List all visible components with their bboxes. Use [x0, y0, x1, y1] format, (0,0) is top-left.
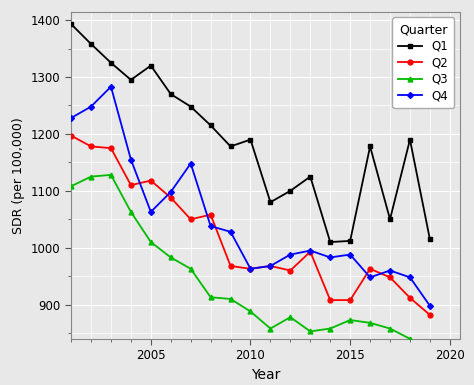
Q3: [148, 240, 154, 244]
Q3: [328, 326, 333, 331]
Q1: [228, 144, 233, 149]
Q3: [168, 255, 173, 260]
Q1: [347, 239, 353, 243]
Q3: [407, 336, 413, 341]
Q1: [247, 137, 253, 142]
Q2: [407, 296, 413, 300]
Q4: [407, 275, 413, 280]
Q4: [268, 264, 273, 268]
Q4: [148, 209, 154, 214]
Q3: [347, 318, 353, 322]
Q1: [407, 137, 413, 142]
Q3: [128, 209, 134, 214]
Q4: [228, 229, 233, 234]
Q2: [247, 266, 253, 271]
Q2: [88, 144, 94, 149]
Q4: [427, 303, 433, 308]
Q4: [88, 104, 94, 109]
Q1: [288, 189, 293, 193]
Q4: [308, 248, 313, 253]
Q2: [68, 133, 74, 138]
Q1: [188, 104, 193, 109]
Line: Q4: Q4: [69, 85, 432, 308]
Q1: [427, 237, 433, 241]
Q3: [268, 326, 273, 331]
Q3: [68, 184, 74, 189]
Q2: [188, 217, 193, 222]
Q4: [188, 161, 193, 166]
Q4: [288, 252, 293, 257]
Y-axis label: SDR (per 100,000): SDR (per 100,000): [12, 117, 26, 234]
Q1: [148, 63, 154, 68]
Q4: [367, 275, 373, 280]
Q2: [168, 195, 173, 200]
Q4: [347, 252, 353, 257]
Q1: [108, 60, 114, 65]
X-axis label: Year: Year: [251, 368, 280, 382]
Q2: [427, 313, 433, 317]
Q4: [208, 224, 213, 228]
Q2: [288, 268, 293, 273]
Q1: [68, 22, 74, 27]
Q3: [288, 315, 293, 320]
Q4: [247, 266, 253, 271]
Q3: [208, 295, 213, 300]
Q3: [247, 309, 253, 314]
Q1: [328, 240, 333, 244]
Q1: [308, 174, 313, 179]
Q2: [347, 298, 353, 302]
Q2: [387, 275, 393, 280]
Q2: [367, 266, 373, 271]
Q3: [108, 172, 114, 177]
Q3: [308, 329, 313, 334]
Q2: [208, 213, 213, 217]
Q3: [387, 326, 393, 331]
Line: Q1: Q1: [69, 22, 432, 244]
Q2: [148, 178, 154, 183]
Q2: [328, 298, 333, 302]
Q2: [268, 264, 273, 268]
Q4: [128, 157, 134, 162]
Q2: [108, 146, 114, 151]
Q1: [387, 217, 393, 222]
Q2: [228, 264, 233, 268]
Legend: Q1, Q2, Q3, Q4: Q1, Q2, Q3, Q4: [392, 17, 454, 109]
Q1: [208, 123, 213, 128]
Q3: [367, 321, 373, 325]
Q1: [128, 77, 134, 82]
Line: Q2: Q2: [69, 133, 432, 317]
Q2: [128, 183, 134, 187]
Q4: [68, 116, 74, 120]
Q1: [268, 200, 273, 204]
Line: Q3: Q3: [69, 172, 432, 354]
Q3: [427, 349, 433, 354]
Q3: [188, 266, 193, 271]
Q2: [308, 249, 313, 254]
Q4: [168, 190, 173, 194]
Q4: [108, 84, 114, 89]
Q3: [88, 174, 94, 179]
Q4: [387, 268, 393, 273]
Q1: [168, 92, 173, 96]
Q1: [367, 144, 373, 149]
Q1: [88, 42, 94, 46]
Q4: [328, 255, 333, 260]
Q3: [228, 297, 233, 301]
